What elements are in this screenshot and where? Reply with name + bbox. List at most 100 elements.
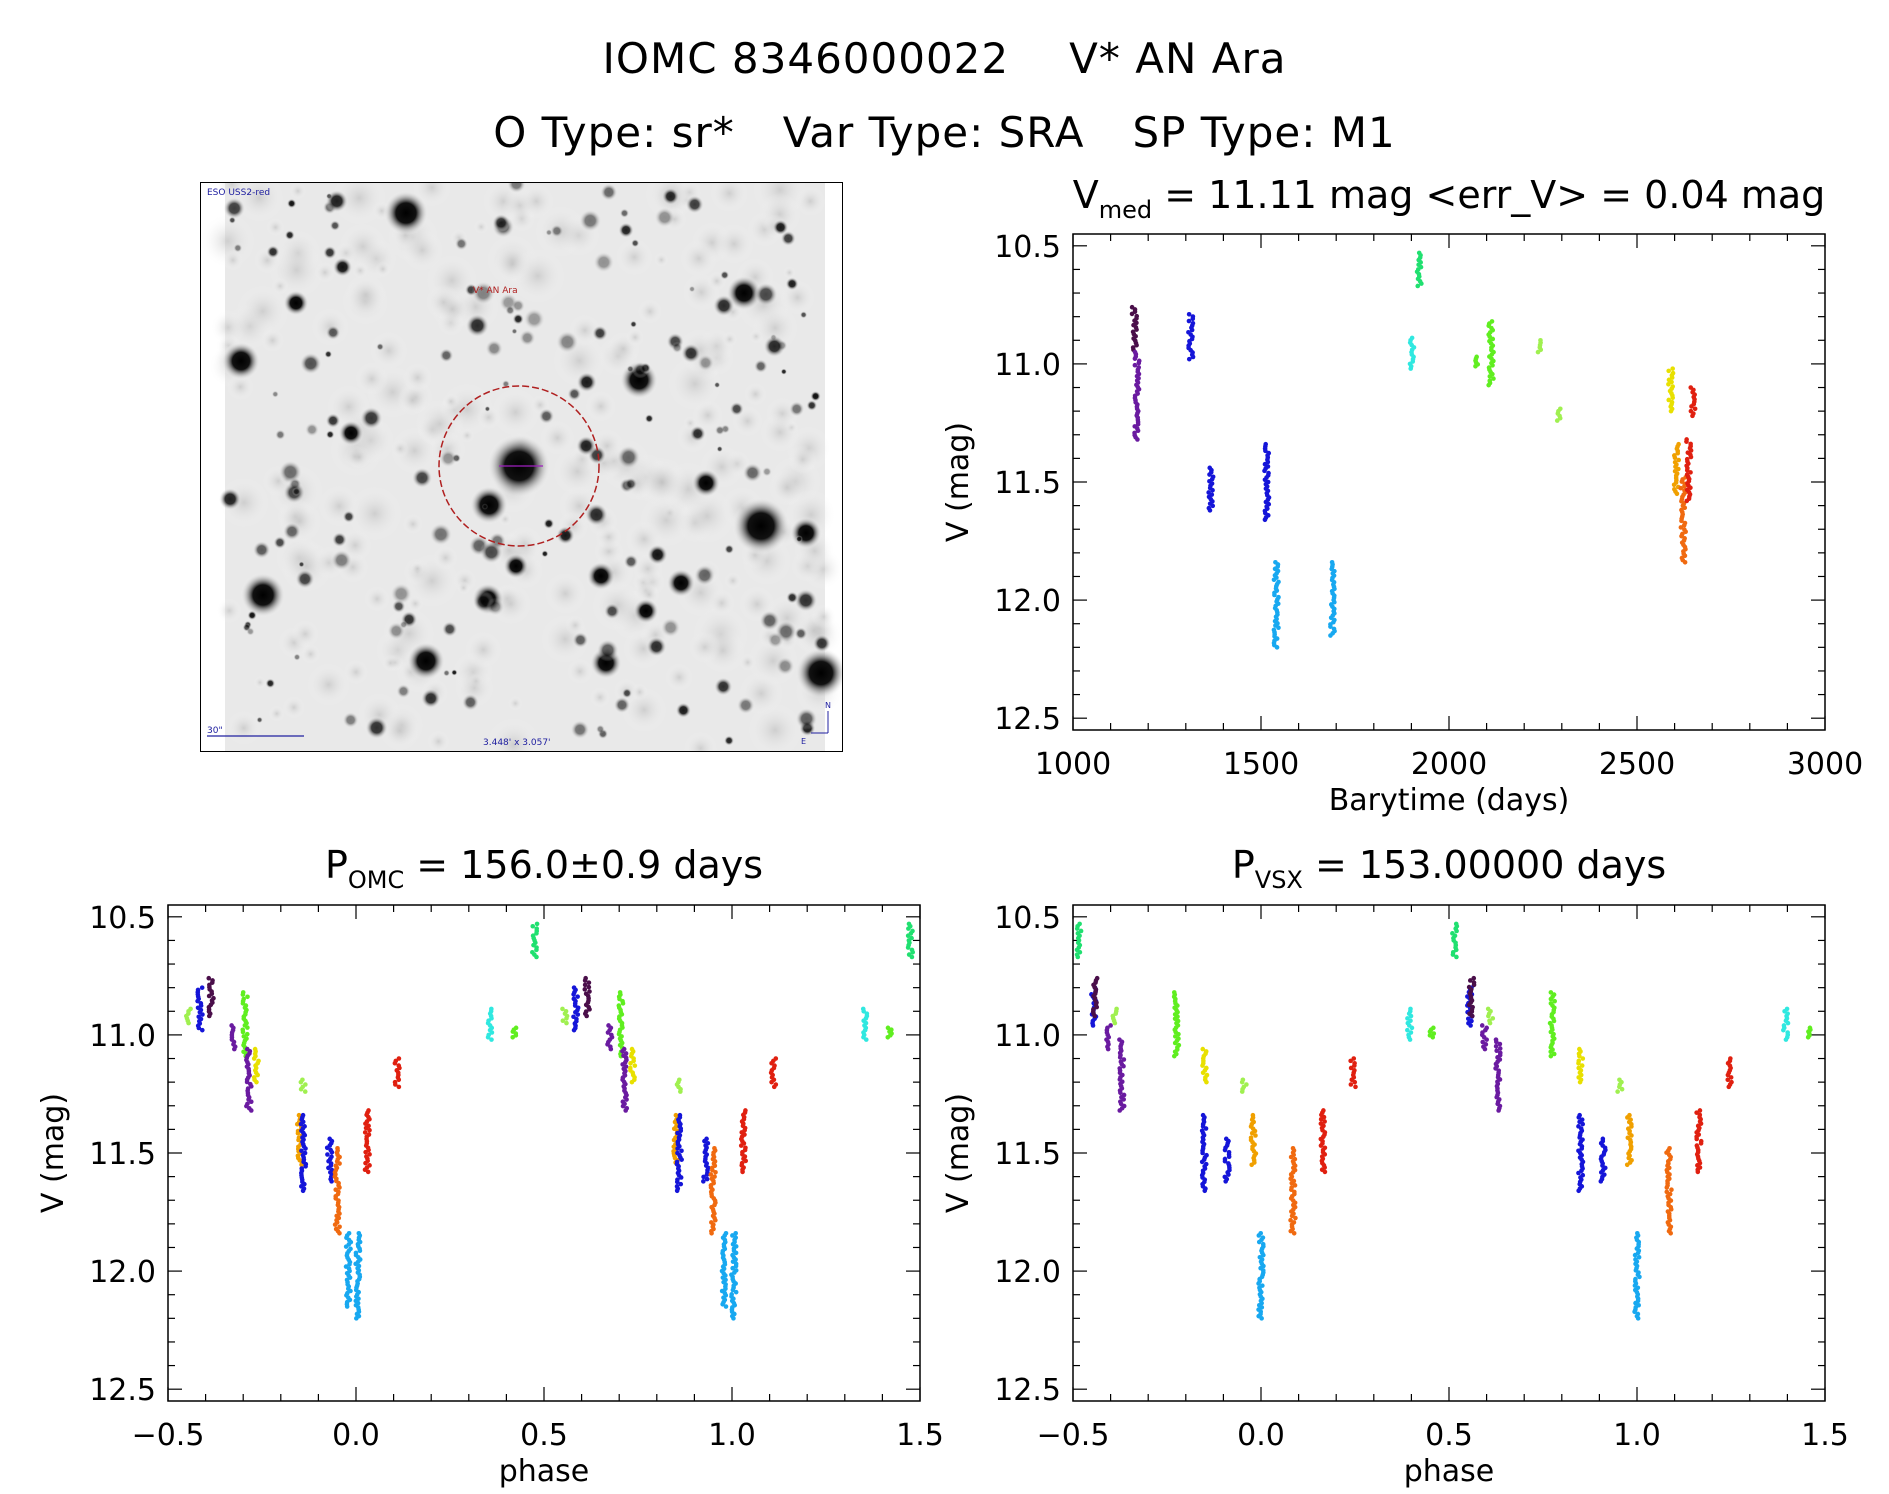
point-group-purple <box>1104 1023 1113 1052</box>
point-group-blue <box>701 1136 711 1184</box>
star <box>550 224 564 238</box>
data-point <box>1222 1147 1228 1153</box>
data-point <box>1405 1027 1410 1033</box>
data-point <box>1535 349 1541 355</box>
point-group-yellow <box>1200 1046 1210 1085</box>
data-point <box>1117 1055 1123 1060</box>
data-point <box>298 1079 304 1085</box>
star <box>596 639 619 662</box>
point-group-blue <box>195 985 205 1033</box>
data-point <box>1688 454 1694 460</box>
point-group-lime <box>1427 1025 1437 1040</box>
spectral-type: SP Type: M1 <box>1132 108 1396 157</box>
star <box>284 229 295 241</box>
sky-haze <box>291 620 319 648</box>
y-axis-label: V (mag) <box>36 1093 71 1213</box>
sky-haze <box>565 615 586 635</box>
data-point <box>1682 483 1687 489</box>
star <box>330 549 353 571</box>
data-point <box>1117 1108 1123 1113</box>
point-group-darkpurple <box>1129 304 1140 353</box>
x-tick-label: 1500 <box>1223 747 1299 782</box>
data-point <box>905 933 911 939</box>
star <box>555 330 579 354</box>
star <box>506 183 526 194</box>
data-point <box>910 949 916 955</box>
data-point <box>1134 342 1139 348</box>
data-point <box>1112 1020 1118 1026</box>
sky-haze <box>567 658 593 685</box>
data-point <box>1690 413 1695 419</box>
sky-haze <box>783 266 796 279</box>
data-point <box>1200 1063 1205 1068</box>
sky-haze <box>465 631 502 669</box>
data-point <box>248 1099 254 1105</box>
data-point <box>365 1169 371 1175</box>
point-group-darkpurple <box>206 975 216 1019</box>
data-point <box>1487 1020 1493 1026</box>
data-point <box>1576 1170 1581 1176</box>
star <box>274 429 286 441</box>
sky-haze <box>345 274 387 316</box>
data-point <box>1669 375 1675 380</box>
data-point <box>299 1148 304 1154</box>
star <box>538 408 555 425</box>
point-group-red <box>392 1056 402 1090</box>
data-point <box>1484 1037 1489 1042</box>
data-point <box>1694 1136 1699 1142</box>
x-tick-label: 1.0 <box>1613 1418 1661 1453</box>
chart-title: Vmed = 11.11 mag <err_V> = 0.04 mag <box>1073 173 1826 224</box>
sky-haze <box>654 252 669 267</box>
data-point <box>1548 1053 1554 1059</box>
sky-haze <box>415 399 465 449</box>
data-point <box>1580 1056 1586 1061</box>
data-point <box>1615 1089 1620 1094</box>
data-point <box>1223 1179 1228 1184</box>
data-point <box>1551 1051 1557 1057</box>
data-point <box>1486 1013 1491 1019</box>
sky-haze <box>680 239 718 278</box>
star <box>342 711 359 729</box>
point-group-blue <box>298 1112 309 1194</box>
point-group-skyblue <box>353 1231 363 1321</box>
data-point <box>1135 421 1141 427</box>
data-point <box>1427 1029 1433 1034</box>
star <box>780 230 797 247</box>
sky-haze <box>215 183 249 201</box>
sky-haze <box>234 183 284 223</box>
data-point <box>1132 356 1138 361</box>
data-point <box>1186 356 1192 362</box>
star <box>613 696 631 714</box>
point-group-red <box>1684 437 1694 504</box>
star <box>726 275 762 311</box>
point-group-lightgreen <box>1615 1077 1625 1094</box>
point-group-blue <box>1576 1112 1586 1194</box>
data-point <box>1669 1187 1674 1193</box>
data-point <box>1407 1037 1413 1042</box>
data-point <box>1135 437 1140 442</box>
star <box>713 677 733 696</box>
star <box>685 195 704 214</box>
data-point <box>1664 1185 1670 1190</box>
data-point <box>623 1108 628 1113</box>
star <box>795 535 803 543</box>
data-point <box>1271 577 1277 583</box>
data-point <box>708 1172 714 1177</box>
figure-subtitle: O Type: sr* Var Type: SRA SP Type: M1 <box>0 108 1889 157</box>
sky-haze <box>510 248 566 304</box>
data-point <box>605 1030 611 1035</box>
x-axis-label: Barytime (days) <box>1329 783 1570 818</box>
data-point <box>1259 1316 1264 1321</box>
star <box>603 602 621 620</box>
data-point <box>1688 470 1693 475</box>
data-point <box>1135 428 1141 434</box>
data-point <box>303 1164 308 1169</box>
sky-haze <box>710 183 749 213</box>
data-point <box>367 1152 372 1157</box>
point-group-yellow <box>251 1046 261 1085</box>
data-point <box>1094 1004 1100 1010</box>
point-group-darkpurple <box>1466 975 1477 1019</box>
point-group-lime <box>1486 319 1496 388</box>
data-point <box>733 1231 739 1236</box>
data-point <box>1348 1065 1354 1071</box>
